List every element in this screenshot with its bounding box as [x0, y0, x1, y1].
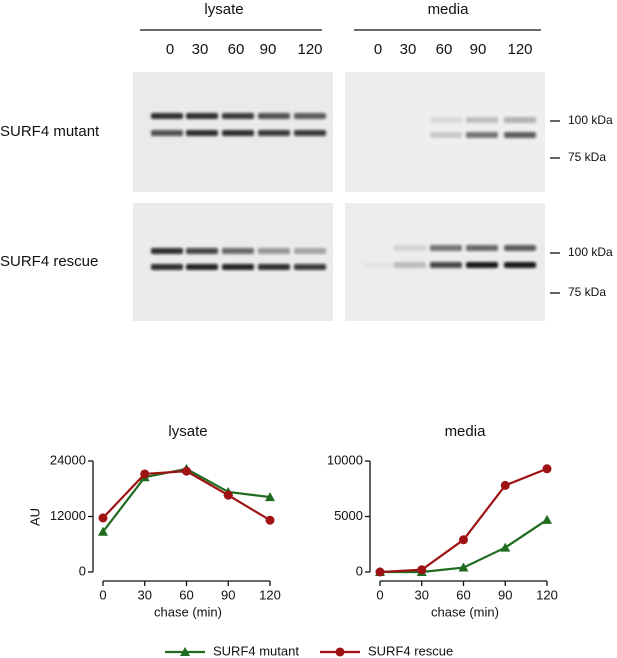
legend-label: SURF4 rescue — [368, 643, 453, 658]
blot-band — [504, 117, 536, 123]
legend-label: SURF4 mutant — [213, 643, 299, 658]
marker-label: 100 kDa — [568, 245, 613, 259]
marker — [458, 562, 469, 572]
x-axis-label: chase (min) — [154, 604, 222, 619]
marker — [98, 513, 108, 523]
marker — [223, 490, 233, 500]
legend-marker — [180, 647, 190, 656]
group-label: media — [428, 1, 470, 18]
blot-band — [394, 245, 426, 251]
row-label: SURF4 rescue — [0, 253, 98, 270]
blot-band — [394, 262, 426, 268]
series-line — [102, 467, 271, 533]
blot-band — [294, 113, 326, 119]
x-tick-label: 0 — [376, 587, 383, 602]
lane-label: 90 — [260, 41, 277, 58]
y-tick-label: 10000 — [327, 452, 363, 467]
blot-band — [466, 117, 498, 123]
blot-band — [504, 262, 536, 268]
lane-label: 0 — [374, 41, 382, 58]
blot-band — [186, 113, 218, 119]
blot-band — [151, 130, 183, 136]
lane-label: 30 — [192, 41, 209, 58]
x-tick-label: 90 — [498, 587, 512, 602]
marker — [140, 469, 150, 479]
blot-band — [504, 245, 536, 251]
blot-band — [151, 264, 183, 270]
x-tick-label: 120 — [536, 587, 558, 602]
lane-label: 90 — [470, 41, 487, 58]
marker — [265, 492, 275, 502]
marker — [500, 480, 510, 490]
legend-marker — [335, 647, 345, 657]
blot-band — [466, 245, 498, 251]
lane-label: 120 — [507, 41, 532, 58]
blot-band — [222, 113, 254, 119]
y-tick-label: 5000 — [334, 508, 363, 523]
lane-label: 0 — [166, 41, 174, 58]
blot-band — [258, 248, 290, 254]
blot-band — [222, 248, 254, 254]
blot-band — [186, 130, 218, 136]
group-label: lysate — [204, 1, 243, 18]
blot-band — [294, 264, 326, 270]
blot-band — [466, 262, 498, 268]
y-tick-label: 0 — [79, 563, 86, 578]
series-line — [379, 467, 548, 574]
blot-band — [466, 132, 498, 138]
blot-band — [222, 130, 254, 136]
x-axis-label: chase (min) — [431, 604, 499, 619]
blot-band — [430, 245, 462, 251]
marker — [265, 515, 275, 525]
blot-band — [258, 113, 290, 119]
marker — [98, 526, 108, 536]
blot-band — [504, 132, 536, 138]
blot-band — [186, 248, 218, 254]
blot-band — [364, 262, 396, 268]
blot-band — [430, 132, 462, 138]
marker-label: 75 kDa — [568, 150, 606, 164]
x-tick-label: 60 — [456, 587, 470, 602]
marker-label: 100 kDa — [568, 113, 613, 127]
marker — [182, 466, 191, 476]
blot-band — [151, 248, 183, 254]
blot-bands — [151, 113, 536, 270]
x-tick-label: 60 — [179, 587, 193, 602]
blot-band — [151, 113, 183, 119]
chart-title: media — [445, 423, 487, 440]
marker — [459, 535, 468, 545]
y-tick-label: 12000 — [50, 508, 86, 523]
series-line — [102, 470, 271, 522]
blot-band — [258, 130, 290, 136]
blot-band — [430, 262, 462, 268]
lane-label: 60 — [436, 41, 453, 58]
x-tick-label: 30 — [415, 587, 429, 602]
blot-band — [258, 264, 290, 270]
blot-band — [222, 264, 254, 270]
y-tick-label: 0 — [356, 563, 363, 578]
chart-title: lysate — [168, 423, 207, 440]
blot-band — [294, 130, 326, 136]
marker — [542, 514, 552, 524]
marker — [417, 565, 427, 575]
x-tick-label: 30 — [138, 587, 152, 602]
lane-label: 30 — [400, 41, 417, 58]
y-tick-label: 24000 — [50, 452, 86, 467]
lane-label: 120 — [297, 41, 322, 58]
marker — [542, 464, 552, 474]
x-tick-label: 120 — [259, 587, 281, 602]
y-axis-label: AU — [27, 508, 42, 526]
marker — [500, 542, 511, 552]
lane-label: 60 — [228, 41, 245, 58]
x-tick-label: 90 — [221, 587, 235, 602]
blot-band — [430, 117, 462, 123]
blot-panel — [133, 203, 333, 321]
blot-band — [294, 248, 326, 254]
x-tick-label: 0 — [99, 587, 106, 602]
marker — [375, 567, 385, 577]
blot-band — [186, 264, 218, 270]
row-label: SURF4 mutant — [0, 123, 100, 140]
marker-label: 75 kDa — [568, 285, 606, 299]
